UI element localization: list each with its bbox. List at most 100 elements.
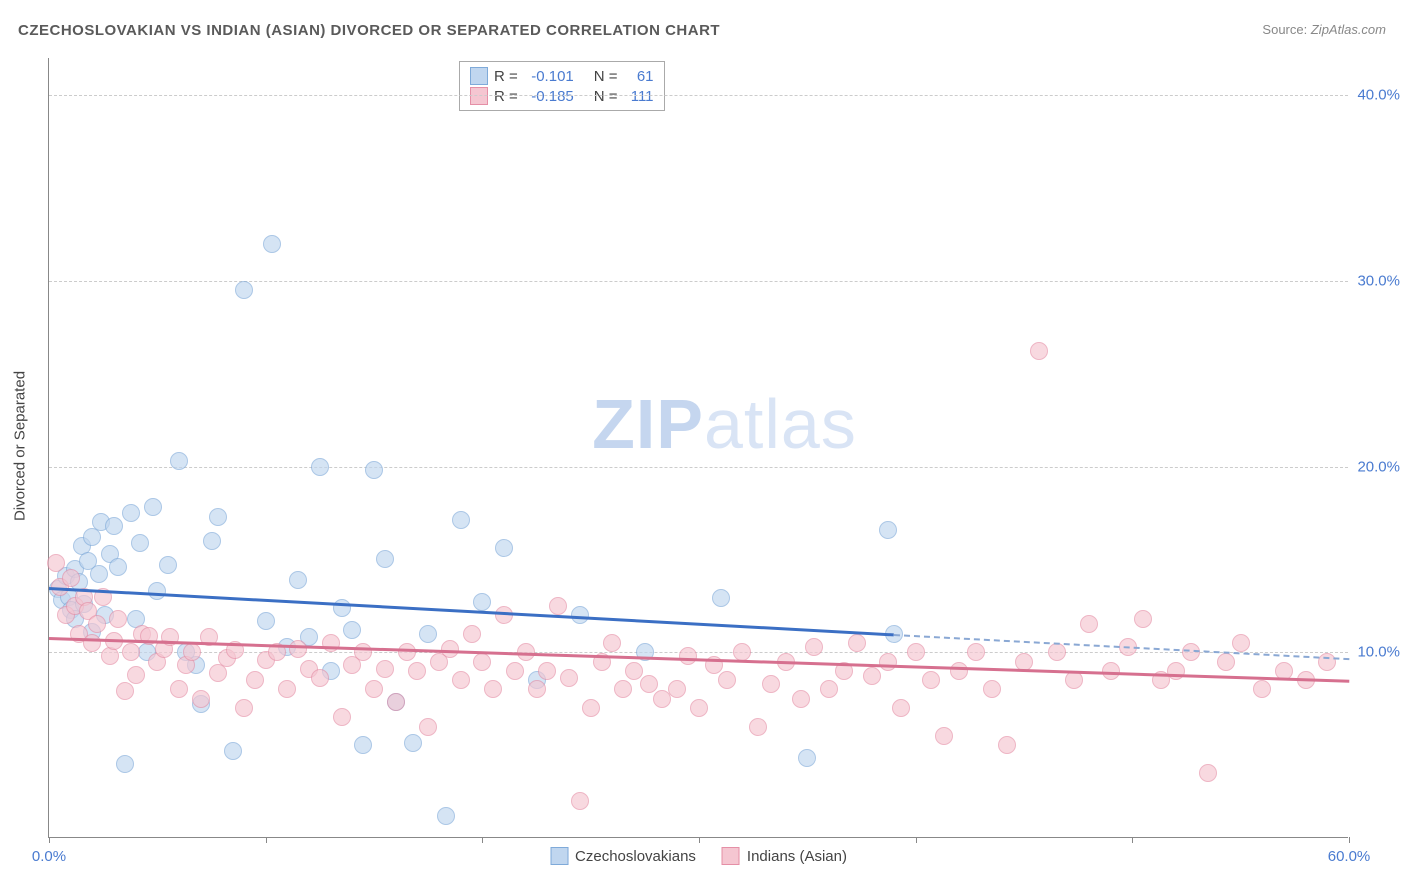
x-tick <box>916 837 917 843</box>
scatter-point <box>343 621 361 639</box>
scatter-point <box>109 610 127 628</box>
scatter-point <box>484 680 502 698</box>
scatter-point <box>1199 764 1217 782</box>
scatter-point <box>625 662 643 680</box>
scatter-point <box>122 504 140 522</box>
scatter-point <box>718 671 736 689</box>
legend-swatch <box>722 847 740 865</box>
y-tick-label: 30.0% <box>1357 272 1400 289</box>
y-axis-label: Divorced or Separated <box>12 371 29 521</box>
stats-legend-box: R =-0.101N =61R =-0.185N =111 <box>459 61 665 111</box>
scatter-point <box>144 498 162 516</box>
scatter-point <box>289 640 307 658</box>
scatter-point <box>538 662 556 680</box>
scatter-point <box>863 667 881 685</box>
scatter-point <box>473 593 491 611</box>
chart-title: CZECHOSLOVAKIAN VS INDIAN (ASIAN) DIVORC… <box>18 22 720 39</box>
x-tick <box>482 837 483 843</box>
scatter-point <box>792 690 810 708</box>
x-tick <box>266 837 267 843</box>
scatter-point <box>1217 653 1235 671</box>
scatter-point <box>83 634 101 652</box>
scatter-point <box>116 682 134 700</box>
scatter-point <box>528 680 546 698</box>
scatter-point <box>47 554 65 572</box>
gridline <box>49 95 1348 96</box>
y-tick-label: 40.0% <box>1357 87 1400 104</box>
bottom-legend-item: Indians (Asian) <box>722 847 847 865</box>
scatter-point <box>1318 653 1336 671</box>
scatter-point <box>387 693 405 711</box>
scatter-point <box>90 565 108 583</box>
scatter-point <box>224 742 242 760</box>
scatter-point <box>365 680 383 698</box>
scatter-point <box>109 558 127 576</box>
scatter-point <box>1048 643 1066 661</box>
x-tick-label: 60.0% <box>1328 848 1371 865</box>
scatter-point <box>690 699 708 717</box>
scatter-point <box>376 550 394 568</box>
scatter-point <box>712 589 730 607</box>
scatter-point <box>376 660 394 678</box>
x-tick <box>49 837 50 843</box>
x-tick <box>1132 837 1133 843</box>
scatter-point <box>1167 662 1185 680</box>
scatter-point <box>333 599 351 617</box>
gridline <box>49 467 1348 468</box>
scatter-point <box>452 671 470 689</box>
scatter-point <box>170 680 188 698</box>
scatter-point <box>398 643 416 661</box>
scatter-point <box>354 643 372 661</box>
scatter-point <box>452 511 470 529</box>
scatter-point <box>333 708 351 726</box>
scatter-point <box>408 662 426 680</box>
scatter-point <box>1080 615 1098 633</box>
y-tick-label: 10.0% <box>1357 644 1400 661</box>
bottom-legend-item: Czechoslovakians <box>550 847 696 865</box>
scatter-point <box>170 452 188 470</box>
scatter-point <box>289 571 307 589</box>
scatter-point <box>805 638 823 656</box>
scatter-point <box>183 643 201 661</box>
scatter-point <box>203 532 221 550</box>
watermark-bold: ZIP <box>592 385 704 463</box>
scatter-point <box>582 699 600 717</box>
scatter-point <box>235 281 253 299</box>
scatter-point <box>419 625 437 643</box>
scatter-point <box>235 699 253 717</box>
scatter-point <box>192 690 210 708</box>
scatter-point <box>278 680 296 698</box>
stats-legend-row: R =-0.101N =61 <box>470 66 654 86</box>
scatter-point <box>116 755 134 773</box>
trend-line-extension <box>894 634 1349 660</box>
scatter-point <box>311 669 329 687</box>
scatter-point <box>257 612 275 630</box>
r-label: R = <box>494 68 518 85</box>
scatter-point <box>105 517 123 535</box>
scatter-point <box>614 680 632 698</box>
scatter-point <box>473 653 491 671</box>
scatter-point <box>820 680 838 698</box>
scatter-point <box>404 734 422 752</box>
scatter-point <box>848 634 866 652</box>
chart-container: CZECHOSLOVAKIAN VS INDIAN (ASIAN) DIVORC… <box>0 0 1406 892</box>
scatter-point <box>950 662 968 680</box>
scatter-point <box>798 749 816 767</box>
scatter-point <box>1182 643 1200 661</box>
source-label: Source: <box>1262 22 1307 37</box>
scatter-point <box>322 634 340 652</box>
scatter-point <box>365 461 383 479</box>
scatter-point <box>922 671 940 689</box>
n-label: N = <box>594 68 618 85</box>
r-value: -0.101 <box>524 68 574 85</box>
scatter-point <box>935 727 953 745</box>
plot-area: ZIPatlas R =-0.101N =61R =-0.185N =111 C… <box>48 58 1348 838</box>
scatter-point <box>749 718 767 736</box>
scatter-point <box>131 534 149 552</box>
scatter-point <box>549 597 567 615</box>
source-value: ZipAtlas.com <box>1311 22 1386 37</box>
legend-label: Czechoslovakians <box>575 848 696 865</box>
scatter-point <box>463 625 481 643</box>
y-tick-label: 20.0% <box>1357 458 1400 475</box>
scatter-point <box>640 675 658 693</box>
